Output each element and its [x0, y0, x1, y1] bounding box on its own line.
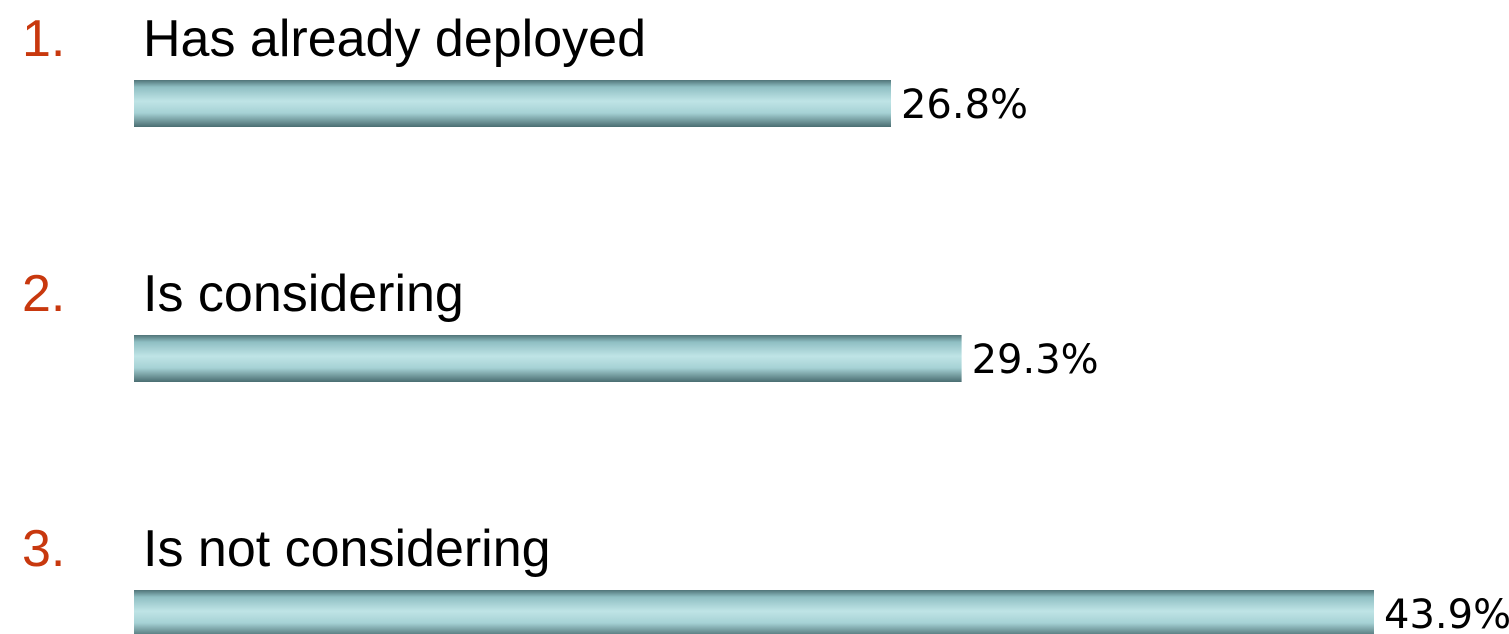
bar	[134, 80, 891, 127]
list-marker: 2.	[22, 265, 65, 323]
list-marker: 1.	[22, 10, 65, 68]
category-label: Is considering	[143, 265, 464, 323]
bar	[134, 590, 1374, 634]
value-label: 26.8%	[901, 82, 1028, 128]
value-label: 43.9%	[1384, 592, 1509, 634]
value-label: 29.3%	[972, 337, 1099, 383]
category-label: Is not considering	[143, 520, 551, 578]
list-marker: 3.	[22, 520, 65, 578]
category-label: Has already deployed	[143, 10, 646, 68]
bar	[134, 335, 962, 382]
